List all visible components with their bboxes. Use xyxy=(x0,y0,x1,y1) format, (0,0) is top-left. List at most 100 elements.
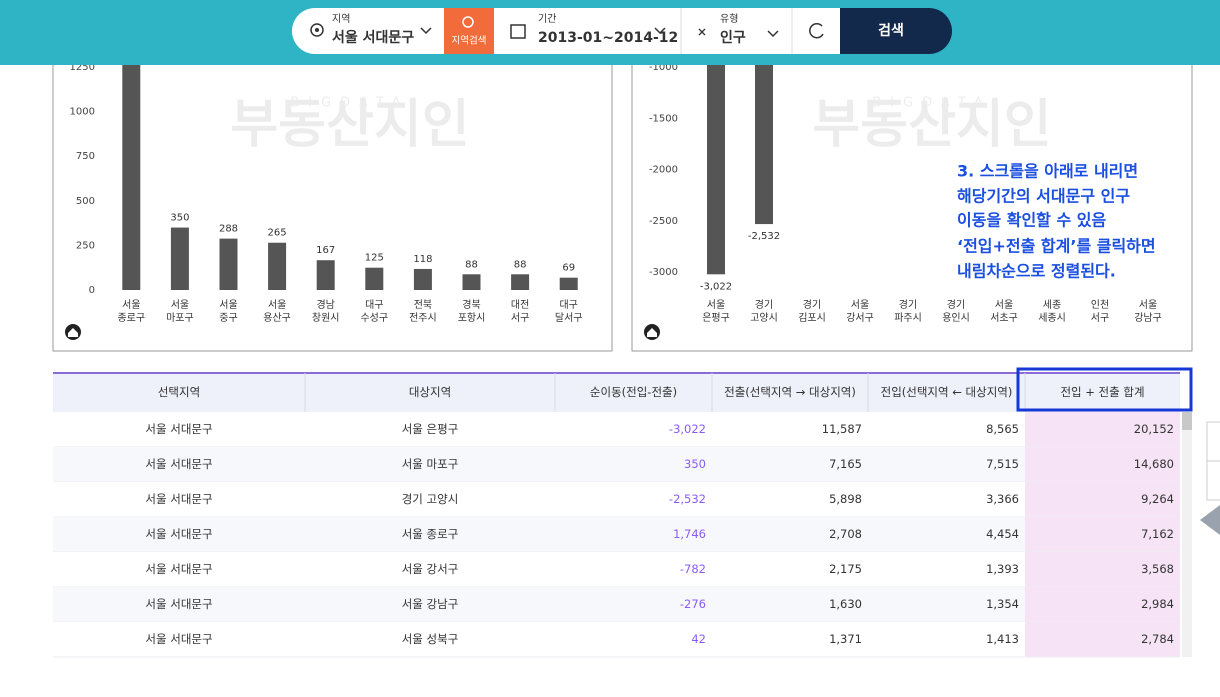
value-label: 88 xyxy=(514,259,527,270)
region[interactable]: 서울 서대문구 xyxy=(332,29,414,46)
calendar-icon xyxy=(510,24,526,39)
cell: 11,587 xyxy=(822,422,862,436)
value-label: 265 xyxy=(268,228,287,239)
search-icon xyxy=(462,16,474,28)
x-tick-label: 서울 xyxy=(851,299,869,311)
cell: 경기 고양시 xyxy=(402,492,459,506)
x-tick-label: 서구 xyxy=(1091,312,1109,324)
row-bg xyxy=(53,552,1025,587)
bar xyxy=(122,0,141,290)
refresh-icon[interactable] xyxy=(809,22,824,39)
bar xyxy=(365,267,384,290)
label: 기간 xyxy=(538,13,556,25)
value-label: 88 xyxy=(465,259,478,270)
cell: 서울 서대문구 xyxy=(145,457,212,471)
clear-icon[interactable] xyxy=(698,28,706,36)
pin-icon xyxy=(310,23,324,37)
cell: 2,984 xyxy=(1141,597,1174,611)
column-header: 대상지역 xyxy=(409,385,451,399)
y-tick-label: 250 xyxy=(76,240,95,251)
cell: 5,898 xyxy=(829,492,862,506)
region-search-button[interactable] xyxy=(444,8,494,54)
cell: -782 xyxy=(680,562,706,576)
search-button[interactable] xyxy=(840,8,952,54)
chevron[interactable] xyxy=(420,27,432,35)
value-label: 288 xyxy=(219,224,238,235)
region-search-label[interactable]: 지역검색 xyxy=(452,35,487,47)
watermark-brand: BIGDATA xyxy=(290,96,409,111)
annotation-line: 3. 스크롤을 아래로 내리면 xyxy=(957,162,1138,181)
type[interactable]: 인구 xyxy=(720,29,746,46)
cell: 7,515 xyxy=(986,457,1019,471)
x-tick-label: 경북 xyxy=(462,298,480,311)
value-label: 69 xyxy=(562,263,575,274)
x-tick-label: 은평구 xyxy=(702,312,730,324)
x-tick-label: 경기 xyxy=(899,298,917,311)
row-bg xyxy=(53,587,1025,622)
sum-cell-bg xyxy=(1025,517,1180,552)
scrollbar-thumb[interactable] xyxy=(1182,412,1192,430)
x-tick-label: 강서구 xyxy=(846,312,874,324)
table-header-bg xyxy=(53,373,1180,412)
y-tick-label: 1250 xyxy=(70,62,95,73)
x-tick-label: 서울 xyxy=(171,299,189,311)
x-tick-label: 포항시 xyxy=(458,312,486,324)
x-tick-label: 고양시 xyxy=(750,312,778,324)
bar xyxy=(462,274,481,290)
annotation-line: 이동을 확인할 수 있음 xyxy=(957,211,1106,230)
x-tick-label: 세종시 xyxy=(1038,312,1066,324)
y-tick-label: -3000 xyxy=(649,267,678,278)
sum-cell-bg xyxy=(1025,447,1180,482)
cell: 서울 마포구 xyxy=(402,457,459,471)
cell: 서울 서대문구 xyxy=(145,597,212,611)
side-panel xyxy=(1200,421,1220,535)
column-header[interactable]: 전입 + 전출 합계 xyxy=(1060,385,1144,399)
chevron[interactable] xyxy=(767,30,779,38)
cell: 9,264 xyxy=(1141,492,1174,506)
x-tick-label: 달서구 xyxy=(555,312,583,324)
bar xyxy=(707,0,725,275)
cell: 1,630 xyxy=(829,597,862,611)
x-tick-label: 용인시 xyxy=(942,312,970,324)
x-tick-label: 대구 xyxy=(559,299,577,311)
cell: 서울 서대문구 xyxy=(145,422,212,436)
cell: 서울 강서구 xyxy=(402,562,459,576)
x-tick-label: 마포구 xyxy=(166,312,194,324)
cell: 1,354 xyxy=(986,597,1019,611)
period[interactable]: 2013-01~2014-12 xyxy=(538,30,678,46)
x-tick-label: 대구 xyxy=(365,299,383,311)
sum-cell-bg xyxy=(1025,622,1180,657)
cell: 서울 서대문구 xyxy=(145,492,212,506)
cell: 2,784 xyxy=(1141,632,1174,646)
y-tick-label: -1000 xyxy=(649,62,678,73)
cell: 서울 서대문구 xyxy=(145,632,212,646)
chevron[interactable] xyxy=(654,27,666,35)
value-label: 167 xyxy=(316,245,335,256)
cell: 1,393 xyxy=(986,562,1019,576)
y-tick-label: 750 xyxy=(76,151,95,162)
value-label: 118 xyxy=(413,254,432,265)
search-label[interactable]: 검색 xyxy=(878,22,904,39)
table: 선택지역 대상지역 순이동(전입-전출) 전출(선택지역 → 대상지역) 전입(선택지역… xyxy=(53,367,1193,658)
sum-cell-bg xyxy=(1025,412,1180,447)
x-tick-label: 세종 xyxy=(1043,299,1061,311)
row-bg xyxy=(53,622,1025,657)
bar xyxy=(170,227,189,290)
home-icon xyxy=(644,324,660,340)
value-label: 125 xyxy=(365,253,384,264)
y-tick-label: -1500 xyxy=(649,113,678,124)
value-label: 350 xyxy=(170,213,189,224)
cell: 1,413 xyxy=(986,632,1019,646)
sum-cell-bg xyxy=(1025,587,1180,622)
annotation-line: 해당기간의 서대문구 인구 xyxy=(957,187,1130,206)
cell: 1,371 xyxy=(829,632,862,646)
header: 지역 서울 서대문구 지역검색 기간 2013-01~2014-12 유형 인구… xyxy=(0,0,1220,65)
x-tick-label: 서울 xyxy=(219,299,237,311)
x-tick-label: 서울 xyxy=(1139,299,1157,311)
bar xyxy=(559,277,578,290)
watermark-name: 부동산지인 xyxy=(230,95,469,155)
cell: 서울 서대문구 xyxy=(145,562,212,576)
bar xyxy=(511,274,530,290)
